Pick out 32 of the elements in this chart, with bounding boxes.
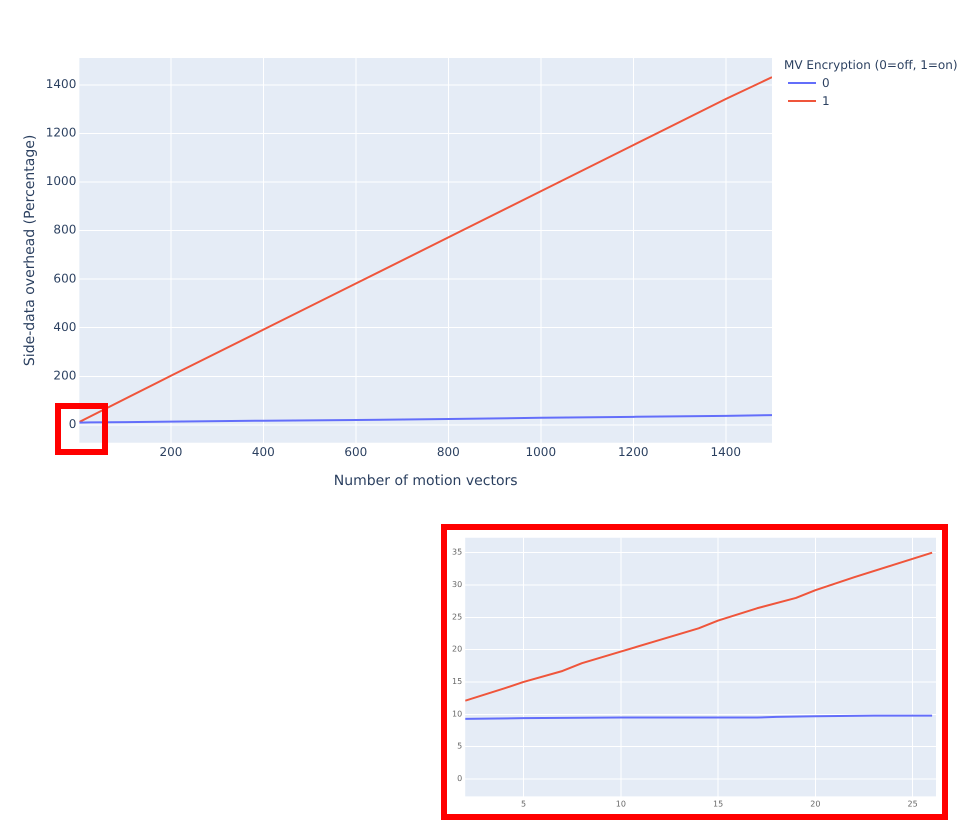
- y-tick-label: 35: [452, 548, 462, 557]
- y-tick-label: 30: [452, 580, 462, 590]
- y-tick-label: 20: [452, 644, 462, 654]
- y-tick-label: 15: [452, 677, 462, 686]
- x-tick-label: 600: [344, 445, 368, 460]
- y-tick-label: 0: [457, 774, 462, 784]
- y-tick-label: 0: [68, 416, 76, 431]
- y-axis-title: Side-data overhead (Percentage): [22, 134, 38, 366]
- x-tick-label: 400: [252, 445, 275, 460]
- x-tick-label: 25: [908, 799, 918, 808]
- y-tick-label: 25: [452, 612, 462, 622]
- x-tick-label: 10: [616, 799, 626, 808]
- x-tick-label: 200: [159, 445, 182, 460]
- x-tick-label: 1200: [618, 445, 649, 460]
- y-tick-label: 1200: [46, 126, 76, 140]
- y-tick-label: 10: [452, 709, 462, 718]
- y-tick-label: 400: [53, 320, 76, 334]
- legend-label: 0: [822, 76, 830, 90]
- x-tick-label: 5: [521, 799, 526, 808]
- x-tick-label: 1000: [526, 445, 556, 460]
- y-tick-label: 800: [53, 222, 76, 237]
- y-tick-label: 1000: [46, 174, 76, 188]
- x-tick-label: 15: [713, 799, 724, 808]
- x-tick-label: 20: [810, 799, 820, 808]
- y-tick-label: 200: [53, 368, 76, 382]
- y-tick-label: 1400: [46, 77, 76, 92]
- x-axis-title: Number of motion vectors: [334, 473, 518, 490]
- y-tick-label: 5: [457, 742, 462, 751]
- y-tick-label: 600: [53, 271, 76, 286]
- legend-label: 1: [822, 94, 830, 108]
- x-tick-label: 1400: [710, 445, 742, 460]
- legend-title: MV Encryption (0=off, 1=on): [784, 58, 958, 72]
